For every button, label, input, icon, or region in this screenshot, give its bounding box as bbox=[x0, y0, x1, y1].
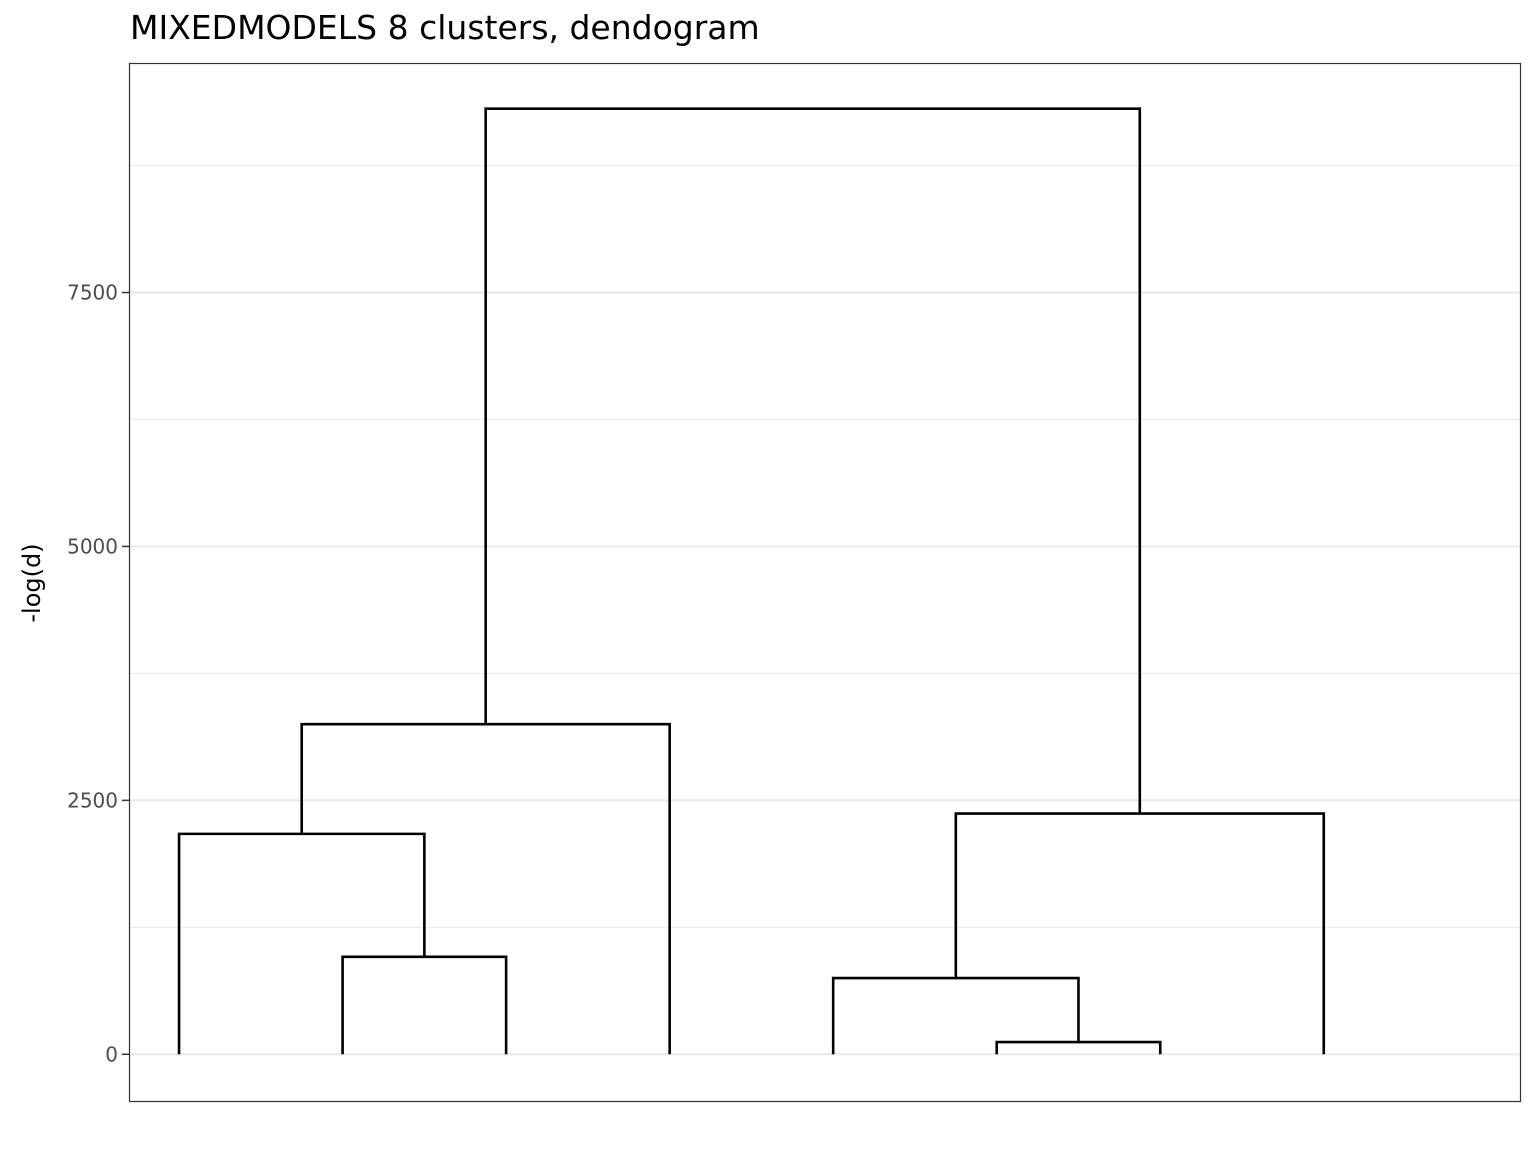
merge-link-3 bbox=[341, 955, 508, 1055]
y-tick-label-1: 2500 bbox=[67, 788, 118, 812]
merge-link-2 bbox=[831, 976, 1080, 1055]
chart-title: MIXEDMODELS 8 clusters, dendogram bbox=[130, 8, 760, 47]
merge-link-5 bbox=[954, 812, 1326, 1055]
dendrogram-links bbox=[177, 107, 1326, 1055]
merge-link-1 bbox=[995, 1040, 1162, 1055]
merge-link-6 bbox=[300, 722, 671, 1055]
merge-link-4 bbox=[177, 832, 426, 1055]
y-tick-label-3: 7500 bbox=[67, 281, 118, 305]
y-tick-label-0: 0 bbox=[105, 1042, 118, 1066]
y-axis: 0 2500 5000 7500 bbox=[67, 281, 130, 1066]
grid-lines bbox=[130, 165, 1520, 1056]
merge-link-7 bbox=[484, 107, 1142, 814]
plot-panel-border bbox=[128, 62, 1522, 1103]
y-tick-label-2: 5000 bbox=[67, 534, 118, 558]
